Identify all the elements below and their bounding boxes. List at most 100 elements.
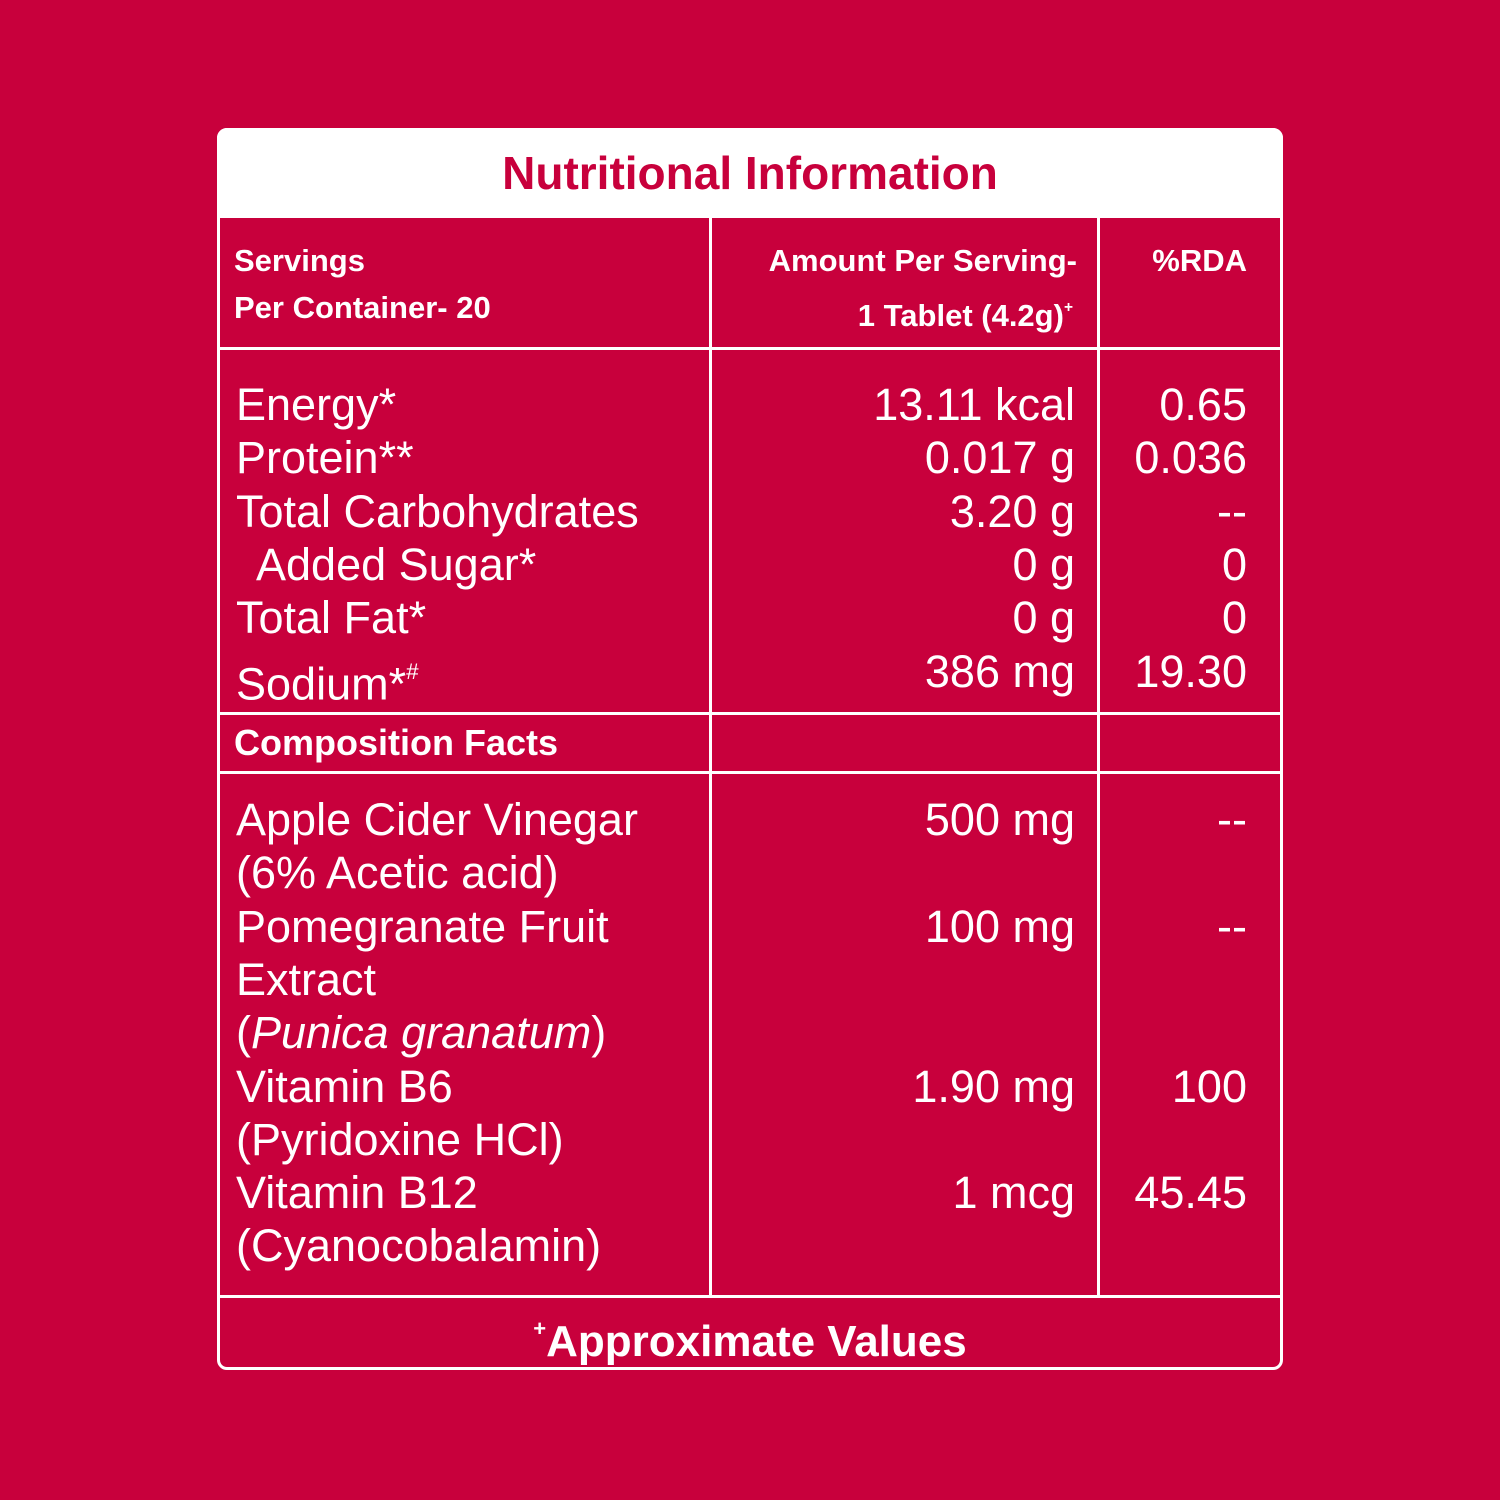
- text-line: --: [1217, 793, 1247, 847]
- text: 19.30: [1134, 645, 1247, 697]
- text-line: Total Fat*: [236, 591, 426, 645]
- row-divider: [217, 712, 1283, 715]
- text-line: 3.20 g: [950, 485, 1075, 539]
- text-line: Extract: [236, 953, 376, 1007]
- text: Vitamin B6: [236, 1060, 453, 1112]
- text-line: (6% Acetic acid): [236, 846, 559, 900]
- row-divider: [217, 347, 1283, 350]
- text: Pomegranate Fruit: [236, 900, 609, 952]
- text-line: 13.11 kcal: [873, 378, 1075, 432]
- superscript: #: [406, 658, 419, 684]
- text: 1.90 mg: [912, 1060, 1075, 1112]
- text: 13.11 kcal: [873, 379, 1075, 430]
- text: Servings: [234, 242, 365, 278]
- text: Punica granatum: [251, 1007, 592, 1059]
- text-line: (Cyanocobalamin): [236, 1219, 601, 1273]
- text-line: Sodium*#: [236, 645, 419, 709]
- superscript: +: [533, 1315, 547, 1341]
- text: Energy*: [236, 379, 397, 430]
- text-line: Protein**: [236, 431, 414, 485]
- text: ): [591, 1007, 607, 1059]
- text: Amount Per Serving-: [768, 242, 1077, 278]
- text: Total Fat*: [236, 592, 427, 644]
- text-line: --: [1217, 485, 1247, 539]
- text-line: Amount Per Serving-: [769, 242, 1077, 279]
- text: (: [236, 1007, 251, 1059]
- text-line: 100: [1172, 1060, 1247, 1114]
- text: 0.036: [1134, 432, 1247, 484]
- text: Composition Facts: [234, 721, 559, 763]
- text: 0.017 g: [924, 432, 1075, 484]
- text: %RDA: [1152, 242, 1247, 278]
- superscript: +: [1063, 298, 1073, 316]
- text-line: Composition Facts: [234, 721, 558, 764]
- text: 1 mcg: [952, 1167, 1075, 1219]
- text: 386 mg: [924, 645, 1075, 697]
- text-line: 0.65: [1159, 378, 1247, 432]
- text: Apple Cider Vinegar: [236, 794, 638, 845]
- text: Added Sugar*: [256, 538, 537, 590]
- text-line: 1 Tablet (4.2g)+: [858, 289, 1073, 332]
- text-line: 0 g: [1012, 591, 1075, 645]
- text: Extract: [236, 953, 377, 1005]
- text-line: --: [1217, 900, 1247, 954]
- text: 45.45: [1134, 1167, 1247, 1219]
- text-line: 1 mcg: [952, 1166, 1075, 1220]
- title-band: [217, 128, 1283, 218]
- text: (Pyridoxine HCl): [236, 1113, 564, 1165]
- text: 1 Tablet (4.2g): [857, 297, 1064, 333]
- text-line: 386 mg: [925, 645, 1075, 699]
- column-divider: [709, 218, 712, 1296]
- text: Approximate Values: [546, 1316, 967, 1366]
- text-line: Added Sugar*: [256, 538, 536, 592]
- text: --: [1217, 485, 1247, 537]
- text-line: Apple Cider Vinegar: [236, 793, 638, 847]
- table-border: [217, 128, 1283, 1370]
- text: Nutritional Information: [502, 146, 998, 199]
- text: Protein**: [236, 432, 414, 484]
- text-line: 500 mg: [925, 793, 1075, 847]
- text-line: 19.30: [1134, 645, 1247, 699]
- text-line: Servings: [234, 242, 365, 279]
- text-line: 1.90 mg: [912, 1060, 1075, 1114]
- text-line: 100 mg: [925, 900, 1075, 954]
- row-divider: [217, 1295, 1283, 1298]
- row-divider: [217, 771, 1283, 774]
- column-divider: [1097, 218, 1100, 1296]
- text-line: 45.45: [1134, 1166, 1247, 1220]
- text-line: Pomegranate Fruit: [236, 900, 609, 954]
- text: Per Container- 20: [234, 289, 491, 325]
- text-line: Nutritional Information: [217, 146, 1283, 201]
- text: --: [1217, 794, 1247, 845]
- text: 0 g: [1012, 592, 1075, 644]
- text-line: 0: [1222, 591, 1247, 645]
- text: Total Carbohydrates: [236, 485, 639, 537]
- text: (6% Acetic acid): [236, 847, 559, 899]
- text-line: (Punica granatum): [236, 1006, 606, 1060]
- text-line: 0.036: [1134, 431, 1247, 485]
- text: 0: [1221, 592, 1247, 644]
- text-line: (Pyridoxine HCl): [236, 1113, 564, 1167]
- text: Vitamin B12: [236, 1167, 478, 1219]
- text: 100: [1171, 1060, 1247, 1112]
- text: (Cyanocobalamin): [236, 1220, 602, 1272]
- text-line: 0.017 g: [925, 431, 1075, 485]
- text: 0 g: [1012, 538, 1075, 590]
- text: 0: [1221, 538, 1247, 590]
- text-line: +Approximate Values: [217, 1302, 1283, 1366]
- text-line: Vitamin B12: [236, 1166, 478, 1220]
- text-line: Total Carbohydrates: [236, 485, 639, 539]
- text: 500 mg: [924, 794, 1075, 845]
- text-line: %RDA: [1152, 242, 1247, 279]
- text: Sodium*: [236, 657, 407, 709]
- text-line: Per Container- 20: [234, 289, 491, 326]
- text-line: 0 g: [1012, 538, 1075, 592]
- text: 3.20 g: [949, 485, 1075, 537]
- text-line: Energy*: [236, 378, 396, 432]
- text-line: 0: [1222, 538, 1247, 592]
- text: 100 mg: [924, 900, 1075, 952]
- text: 0.65: [1159, 379, 1247, 430]
- text: --: [1217, 900, 1247, 952]
- text-line: Vitamin B6: [236, 1060, 453, 1114]
